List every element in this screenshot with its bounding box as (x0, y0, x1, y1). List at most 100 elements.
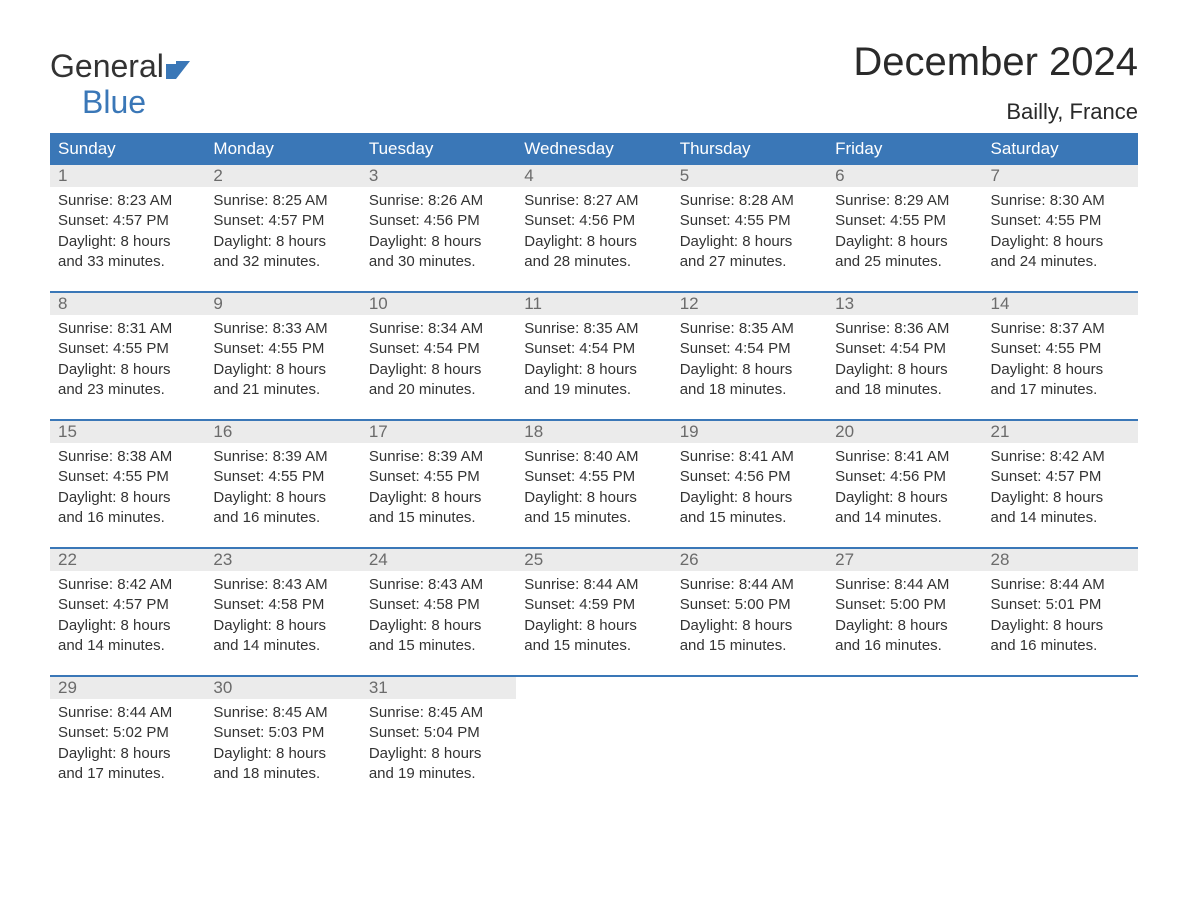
day-number: 21 (983, 421, 1138, 443)
day-cell: 19Sunrise: 8:41 AMSunset: 4:56 PMDayligh… (672, 421, 827, 547)
daylight-text-2: and 17 minutes. (991, 380, 1130, 400)
sunset-text: Sunset: 5:00 PM (835, 595, 974, 615)
logo: General Blue (50, 50, 192, 118)
day-cell: 26Sunrise: 8:44 AMSunset: 5:00 PMDayligh… (672, 549, 827, 675)
week-row: 8Sunrise: 8:31 AMSunset: 4:55 PMDaylight… (50, 291, 1138, 419)
daylight-text-1: Daylight: 8 hours (524, 232, 663, 252)
day-number: 26 (672, 549, 827, 571)
day-number: 4 (516, 165, 671, 187)
sunset-text: Sunset: 4:54 PM (524, 339, 663, 359)
daylight-text-1: Daylight: 8 hours (680, 488, 819, 508)
week-row: 15Sunrise: 8:38 AMSunset: 4:55 PMDayligh… (50, 419, 1138, 547)
sunset-text: Sunset: 4:55 PM (213, 467, 352, 487)
day-details: Sunrise: 8:30 AMSunset: 4:55 PMDaylight:… (983, 187, 1138, 282)
day-cell: 16Sunrise: 8:39 AMSunset: 4:55 PMDayligh… (205, 421, 360, 547)
day-cell: 31Sunrise: 8:45 AMSunset: 5:04 PMDayligh… (361, 677, 516, 803)
day-details: Sunrise: 8:43 AMSunset: 4:58 PMDaylight:… (361, 571, 516, 666)
sunrise-text: Sunrise: 8:28 AM (680, 191, 819, 211)
day-cell: 24Sunrise: 8:43 AMSunset: 4:58 PMDayligh… (361, 549, 516, 675)
daylight-text-1: Daylight: 8 hours (835, 232, 974, 252)
sunrise-text: Sunrise: 8:45 AM (369, 703, 508, 723)
day-number: 24 (361, 549, 516, 571)
logo-word-2: Blue (82, 84, 146, 120)
day-number: 14 (983, 293, 1138, 315)
day-details: Sunrise: 8:39 AMSunset: 4:55 PMDaylight:… (205, 443, 360, 538)
daylight-text-2: and 16 minutes. (58, 508, 197, 528)
daylight-text-1: Daylight: 8 hours (213, 232, 352, 252)
day-number: 27 (827, 549, 982, 571)
day-number: 9 (205, 293, 360, 315)
day-cell: 2Sunrise: 8:25 AMSunset: 4:57 PMDaylight… (205, 165, 360, 291)
sunset-text: Sunset: 5:00 PM (680, 595, 819, 615)
daylight-text-1: Daylight: 8 hours (835, 360, 974, 380)
sunset-text: Sunset: 4:54 PM (680, 339, 819, 359)
day-cell: 9Sunrise: 8:33 AMSunset: 4:55 PMDaylight… (205, 293, 360, 419)
daylight-text-2: and 33 minutes. (58, 252, 197, 272)
day-number: 2 (205, 165, 360, 187)
daylight-text-2: and 18 minutes. (213, 764, 352, 784)
day-details: Sunrise: 8:44 AMSunset: 5:00 PMDaylight:… (827, 571, 982, 666)
daylight-text-2: and 18 minutes. (835, 380, 974, 400)
day-cell: 8Sunrise: 8:31 AMSunset: 4:55 PMDaylight… (50, 293, 205, 419)
day-cell: 28Sunrise: 8:44 AMSunset: 5:01 PMDayligh… (983, 549, 1138, 675)
sunrise-text: Sunrise: 8:44 AM (680, 575, 819, 595)
day-cell (983, 677, 1138, 803)
daylight-text-2: and 15 minutes. (369, 636, 508, 656)
daylight-text-2: and 15 minutes. (369, 508, 508, 528)
sunrise-text: Sunrise: 8:30 AM (991, 191, 1130, 211)
sunset-text: Sunset: 4:54 PM (369, 339, 508, 359)
day-details: Sunrise: 8:34 AMSunset: 4:54 PMDaylight:… (361, 315, 516, 410)
daylight-text-2: and 19 minutes. (524, 380, 663, 400)
day-number: 16 (205, 421, 360, 443)
day-number: 8 (50, 293, 205, 315)
sunrise-text: Sunrise: 8:39 AM (213, 447, 352, 467)
sunset-text: Sunset: 5:03 PM (213, 723, 352, 743)
daylight-text-2: and 14 minutes. (213, 636, 352, 656)
day-details: Sunrise: 8:43 AMSunset: 4:58 PMDaylight:… (205, 571, 360, 666)
daylight-text-2: and 30 minutes. (369, 252, 508, 272)
day-cell: 12Sunrise: 8:35 AMSunset: 4:54 PMDayligh… (672, 293, 827, 419)
sunset-text: Sunset: 4:57 PM (58, 211, 197, 231)
day-cell: 13Sunrise: 8:36 AMSunset: 4:54 PMDayligh… (827, 293, 982, 419)
day-number: 29 (50, 677, 205, 699)
sunset-text: Sunset: 5:04 PM (369, 723, 508, 743)
day-number: 25 (516, 549, 671, 571)
daylight-text-1: Daylight: 8 hours (680, 232, 819, 252)
day-cell: 11Sunrise: 8:35 AMSunset: 4:54 PMDayligh… (516, 293, 671, 419)
sunrise-text: Sunrise: 8:29 AM (835, 191, 974, 211)
sunrise-text: Sunrise: 8:26 AM (369, 191, 508, 211)
daylight-text-1: Daylight: 8 hours (369, 616, 508, 636)
day-cell (827, 677, 982, 803)
daylight-text-2: and 15 minutes. (680, 508, 819, 528)
day-cell: 20Sunrise: 8:41 AMSunset: 4:56 PMDayligh… (827, 421, 982, 547)
sunset-text: Sunset: 4:56 PM (680, 467, 819, 487)
daylight-text-2: and 16 minutes. (835, 636, 974, 656)
day-cell: 25Sunrise: 8:44 AMSunset: 4:59 PMDayligh… (516, 549, 671, 675)
day-number: 28 (983, 549, 1138, 571)
title-block: December 2024 Bailly, France (853, 40, 1138, 125)
sunset-text: Sunset: 4:55 PM (991, 211, 1130, 231)
day-cell (672, 677, 827, 803)
daylight-text-1: Daylight: 8 hours (991, 360, 1130, 380)
daylight-text-1: Daylight: 8 hours (213, 360, 352, 380)
daylight-text-2: and 16 minutes. (991, 636, 1130, 656)
sunset-text: Sunset: 4:58 PM (213, 595, 352, 615)
day-details: Sunrise: 8:26 AMSunset: 4:56 PMDaylight:… (361, 187, 516, 282)
daylight-text-2: and 16 minutes. (213, 508, 352, 528)
week-row: 22Sunrise: 8:42 AMSunset: 4:57 PMDayligh… (50, 547, 1138, 675)
sunset-text: Sunset: 4:55 PM (680, 211, 819, 231)
daylight-text-1: Daylight: 8 hours (991, 488, 1130, 508)
daylight-text-2: and 23 minutes. (58, 380, 197, 400)
daylight-text-1: Daylight: 8 hours (58, 232, 197, 252)
sunset-text: Sunset: 4:55 PM (835, 211, 974, 231)
day-number: 30 (205, 677, 360, 699)
sunset-text: Sunset: 5:01 PM (991, 595, 1130, 615)
sunrise-text: Sunrise: 8:37 AM (991, 319, 1130, 339)
daylight-text-1: Daylight: 8 hours (58, 616, 197, 636)
day-number: 15 (50, 421, 205, 443)
weekday-header: Friday (827, 133, 982, 165)
sunset-text: Sunset: 4:59 PM (524, 595, 663, 615)
sunrise-text: Sunrise: 8:34 AM (369, 319, 508, 339)
day-cell: 15Sunrise: 8:38 AMSunset: 4:55 PMDayligh… (50, 421, 205, 547)
day-details: Sunrise: 8:41 AMSunset: 4:56 PMDaylight:… (827, 443, 982, 538)
